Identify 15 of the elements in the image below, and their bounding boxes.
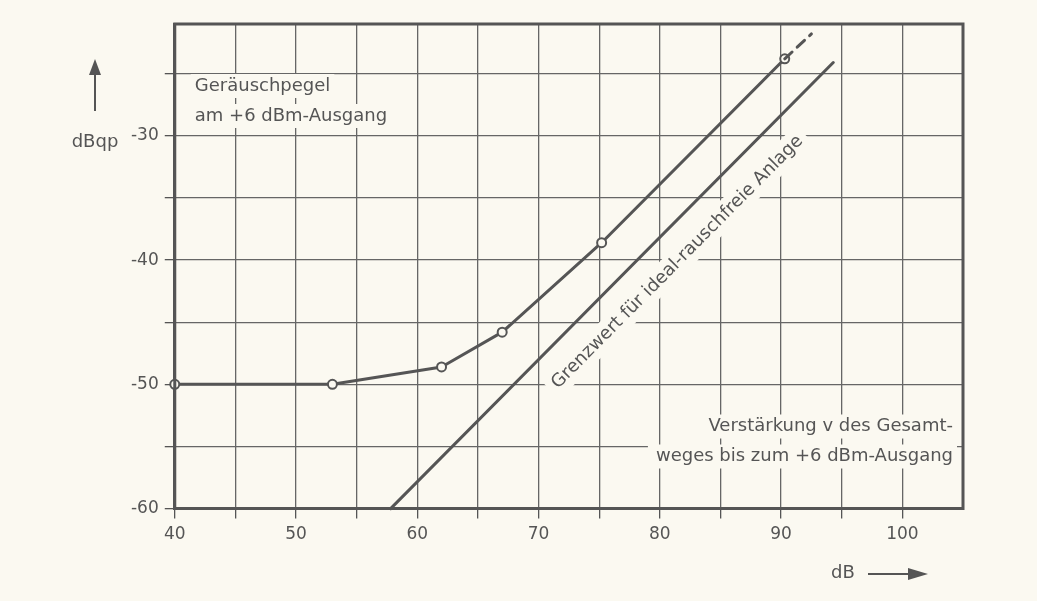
x-tick-label: 40 xyxy=(163,523,186,544)
y-axis-title: dBqp xyxy=(71,129,119,151)
x-tick-label: 70 xyxy=(527,523,550,544)
y-tick-label: -50 xyxy=(130,372,159,393)
x-tick-label: 80 xyxy=(649,523,671,544)
annotation: Verstärkung v des Gesamt- weges bis zum +6 dBm-Ausgang xyxy=(655,414,953,466)
y-tick-label: -60 xyxy=(130,497,159,518)
x-axis-title: dB xyxy=(831,561,855,583)
annotation: Geräuschpegel am +6 dBm-Ausgang xyxy=(194,73,388,125)
y-tick-label: -30 xyxy=(130,124,159,145)
x-tick-label: 50 xyxy=(285,523,307,544)
x-tick-label: 100 xyxy=(886,523,919,544)
x-tick-label: 90 xyxy=(770,523,792,544)
y-tick-label: -40 xyxy=(130,248,159,269)
x-tick-label: 60 xyxy=(406,523,429,544)
